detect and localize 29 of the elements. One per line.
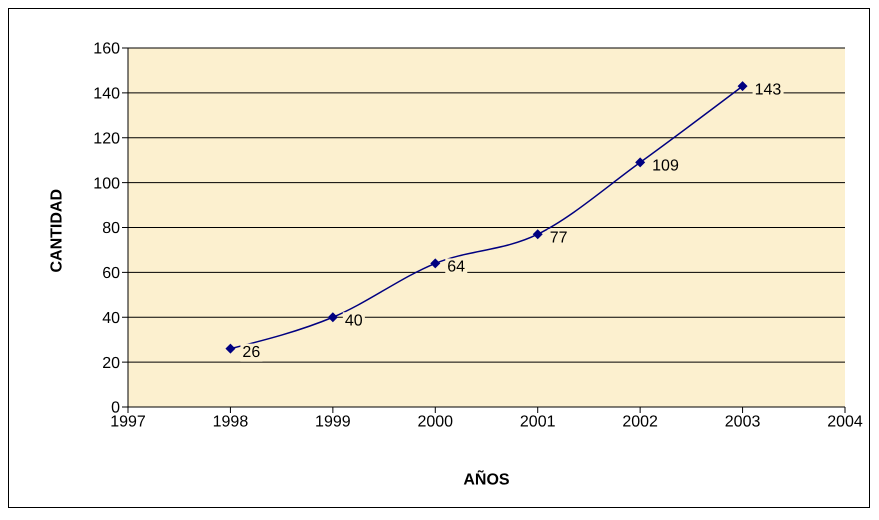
y-tick-label: 20 [102, 354, 120, 372]
x-axis-title: AÑOS [463, 469, 510, 488]
y-tick-label: 160 [93, 40, 120, 58]
data-label: 40 [344, 312, 363, 330]
x-tick-label: 2000 [417, 413, 454, 430]
x-tick-label: 2003 [724, 413, 760, 430]
y-tick-label: 140 [93, 86, 120, 103]
point [328, 312, 338, 322]
y-tick-label: 120 [93, 130, 120, 148]
y-axis-title: CANTIDAD [48, 188, 66, 272]
x-tick-label: 2004 [827, 413, 863, 430]
x-tick-label: 1998 [212, 413, 248, 430]
data-label: 143 [754, 81, 782, 98]
y-tick-label: 100 [93, 175, 120, 192]
x-tick-label: 2001 [520, 413, 556, 430]
y-tick-label: 40 [102, 310, 120, 327]
y-tick-label: 80 [102, 220, 120, 238]
x-tick-label: 2002 [622, 413, 658, 430]
point [225, 344, 236, 354]
point [430, 258, 440, 268]
data-label: 77 [550, 229, 568, 246]
point [635, 157, 646, 168]
data-label: 109 [652, 158, 679, 175]
data-label: 64 [447, 258, 466, 276]
point [532, 229, 543, 240]
data-label: 26 [242, 344, 260, 361]
y-tick-label: 60 [102, 265, 120, 282]
point [738, 81, 748, 92]
x-tick-label: 1999 [315, 413, 351, 430]
